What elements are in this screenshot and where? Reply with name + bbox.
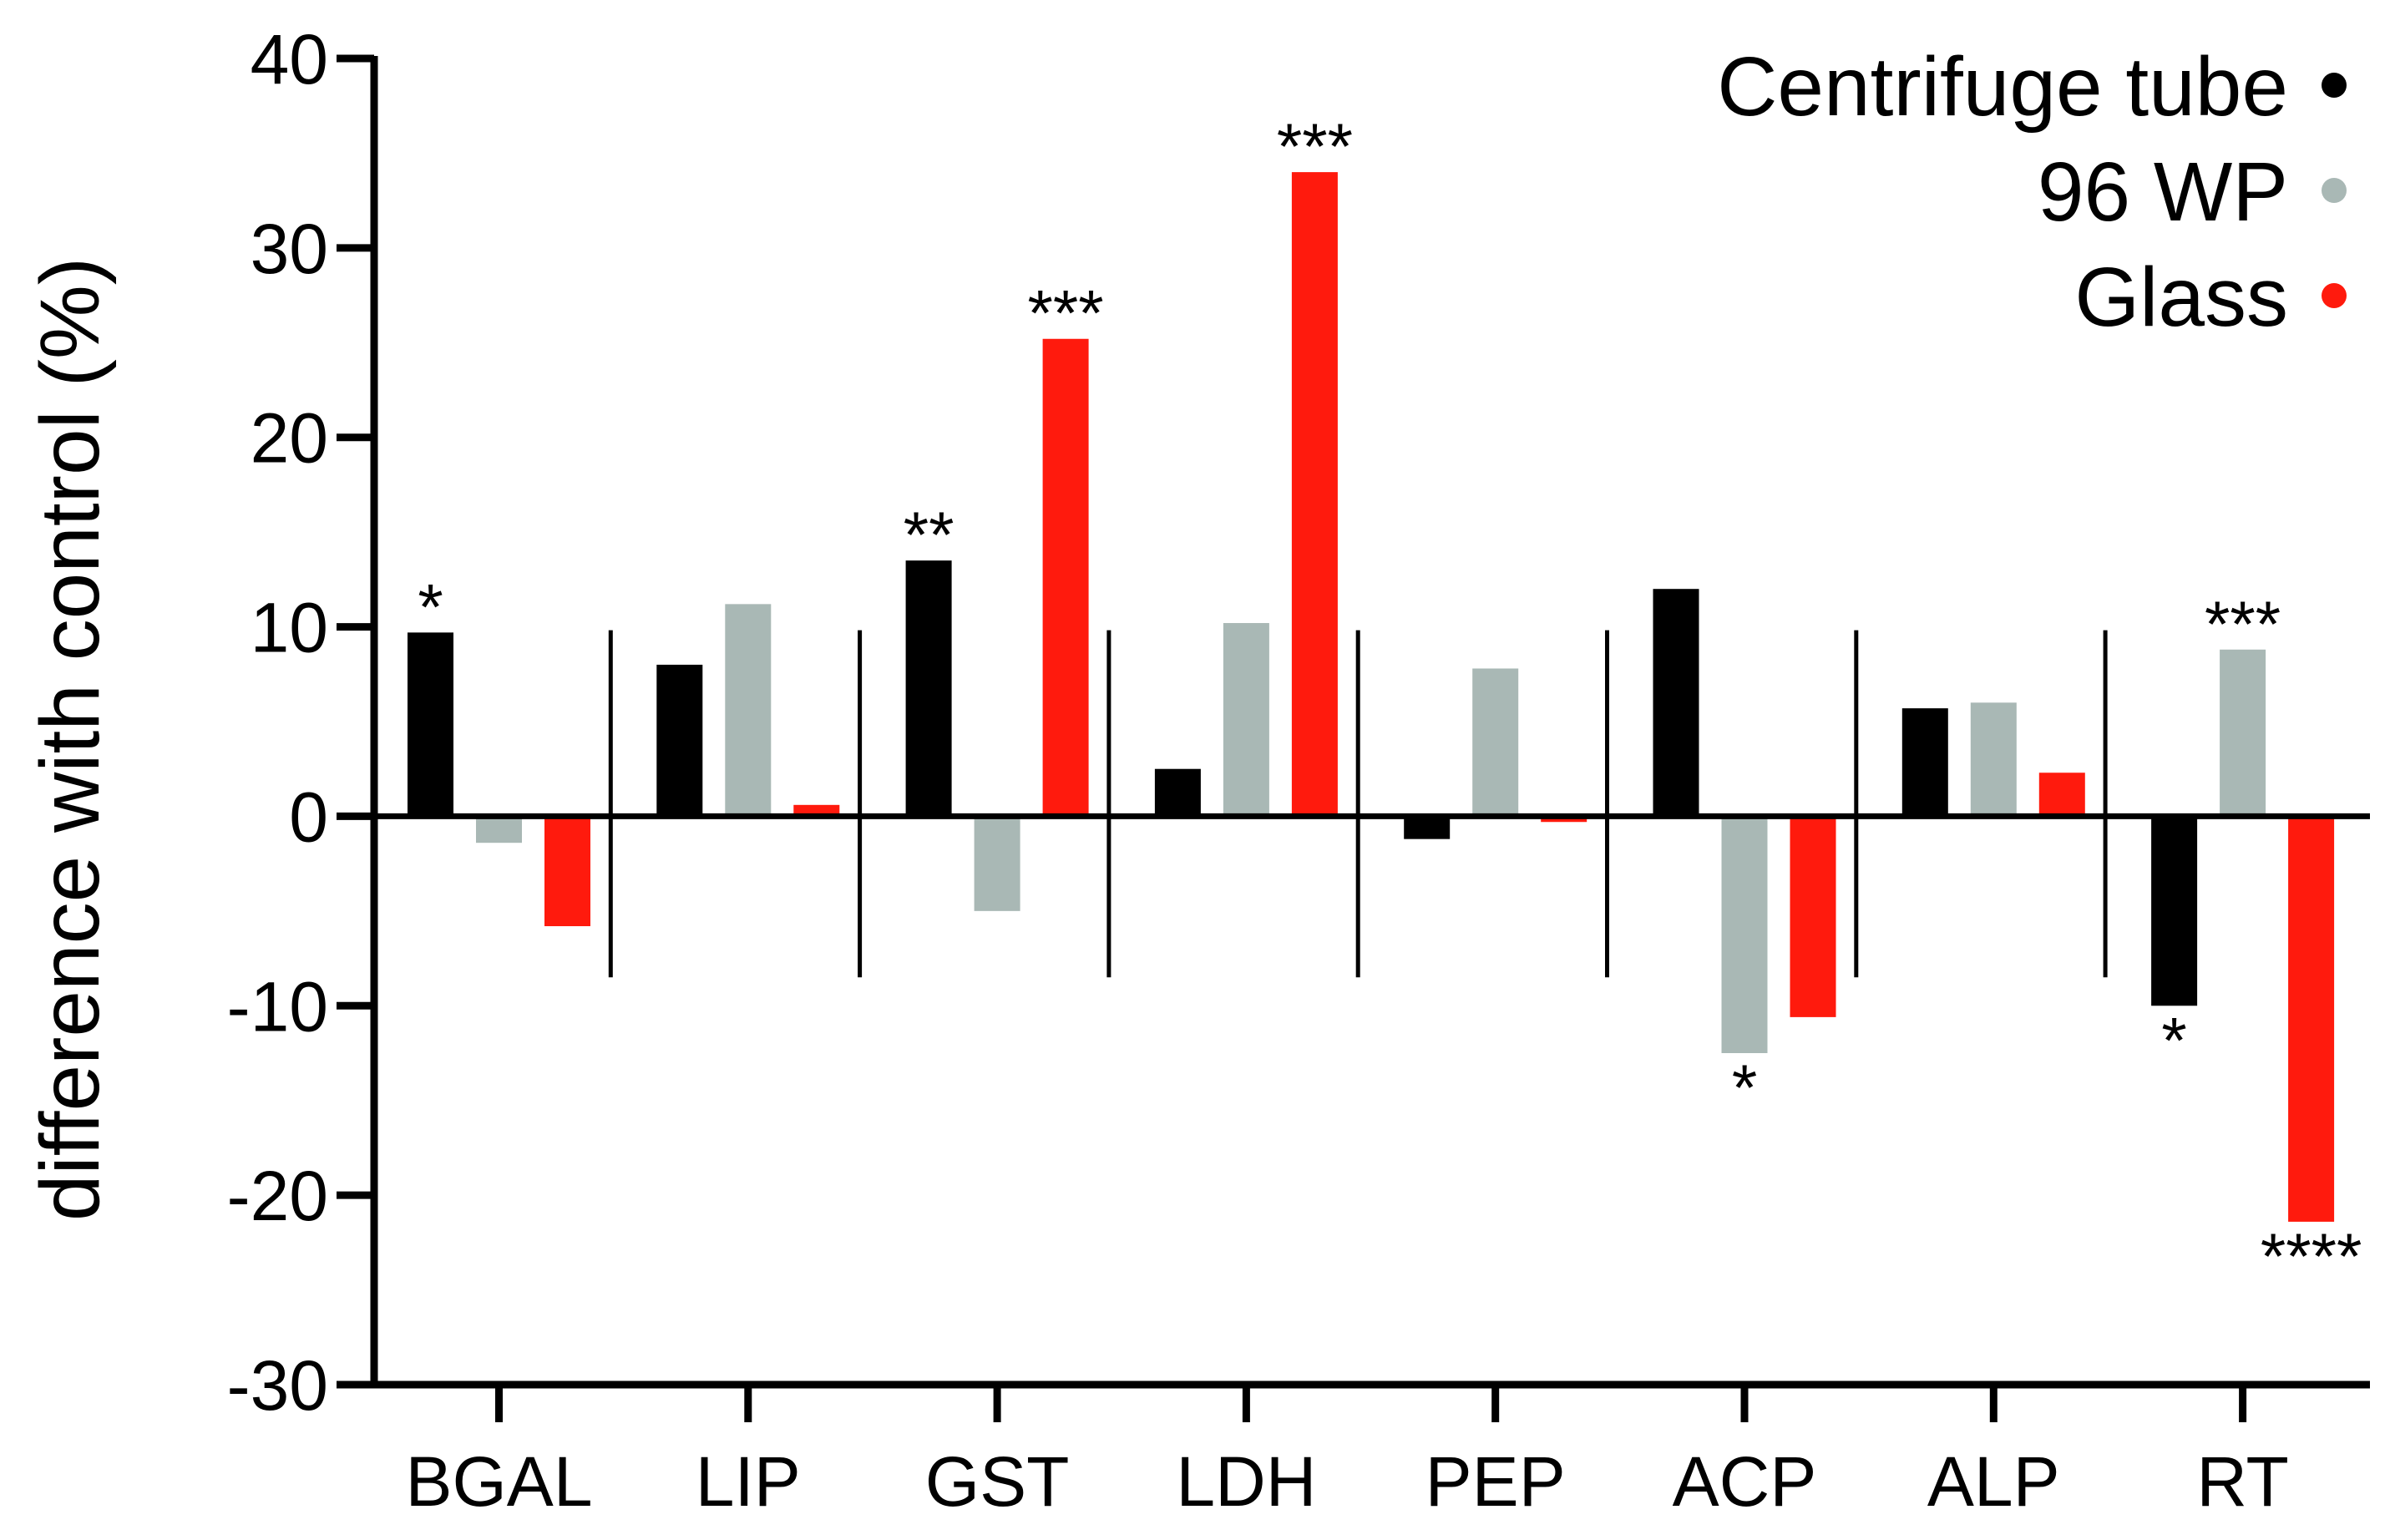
- bar-LIP-centrifuge-tube: [656, 664, 703, 817]
- legend-label: Centrifuge tube: [1717, 40, 2288, 134]
- bar-GST-glass: [1042, 338, 1089, 817]
- bar-ACP-96-wp: [1721, 816, 1768, 1053]
- significance-marker: *: [2161, 1003, 2186, 1076]
- y-tick-label: -10: [227, 967, 328, 1046]
- legend: Centrifuge tube 96 WP Glass: [1717, 40, 2347, 344]
- bar-ACP-glass: [1790, 816, 1836, 1017]
- x-tick-label: RT: [2196, 1442, 2288, 1521]
- x-tick-label: GST: [925, 1442, 1070, 1521]
- bar-GST-centrifuge-tube: [905, 560, 952, 817]
- y-axis-title: difference with control (%): [23, 257, 117, 1221]
- bar-ALP-centrifuge-tube: [1901, 708, 1948, 817]
- bar-LDH-96-wp: [1223, 623, 1269, 817]
- significance-marker: ***: [1028, 276, 1104, 350]
- bar-PEP-96-wp: [1472, 668, 1519, 817]
- bar-RT-centrifuge-tube: [2151, 816, 2198, 1006]
- significance-markers: ******************: [418, 109, 2362, 1293]
- bar-RT-96-wp: [2220, 649, 2266, 817]
- bar-BGAL-glass: [544, 816, 590, 927]
- y-tick-label: 10: [251, 589, 328, 667]
- group-dividers: [608, 630, 2108, 978]
- x-tick-label: LDH: [1176, 1442, 1316, 1521]
- x-tick-label: ALP: [1927, 1442, 2060, 1521]
- significance-marker: ***: [2205, 587, 2281, 661]
- bar-PEP-centrifuge-tube: [1404, 816, 1451, 839]
- bar-BGAL-96-wp: [476, 816, 522, 843]
- bar-ACP-centrifuge-tube: [1653, 589, 1699, 817]
- y-tick-label: 30: [251, 210, 328, 288]
- legend-marker: [2322, 283, 2347, 308]
- bar-LDH-glass: [1291, 172, 1338, 817]
- y-ticks: 40 30 20 10 0 -10 -20 -30: [227, 20, 374, 1425]
- significance-marker: *: [1732, 1051, 1757, 1124]
- y-tick-label: 40: [251, 20, 328, 99]
- y-tick-label: -30: [227, 1346, 328, 1425]
- significance-marker: **: [904, 498, 954, 571]
- bar-BGAL-centrifuge-tube: [408, 632, 453, 817]
- significance-marker: ***: [1277, 109, 1353, 183]
- legend-marker: [2322, 178, 2347, 203]
- x-tick-label: LIP: [696, 1442, 801, 1521]
- bar-ALP-96-wp: [1970, 702, 2017, 817]
- x-ticks: BGAL LIP GST LDH PEP ACP ALP RT: [405, 1385, 2289, 1521]
- y-tick-label: 0: [289, 778, 328, 856]
- bar-ALP-glass: [2038, 773, 2085, 817]
- bar-LIP-96-wp: [725, 604, 772, 817]
- significance-marker: *: [418, 570, 443, 643]
- bar-RT-glass: [2288, 816, 2335, 1222]
- x-tick-label: BGAL: [405, 1442, 592, 1521]
- x-tick-label: ACP: [1673, 1442, 1817, 1521]
- x-tick-label: PEP: [1425, 1442, 1566, 1521]
- y-tick-label: -20: [227, 1157, 328, 1235]
- bar-LDH-centrifuge-tube: [1154, 768, 1201, 817]
- legend-label: 96 WP: [2038, 145, 2288, 239]
- bars: [408, 172, 2335, 1222]
- y-tick-label: 20: [251, 399, 328, 478]
- axes: [370, 56, 2370, 1389]
- legend-label: Glass: [2074, 251, 2288, 344]
- significance-marker: ****: [2261, 1219, 2362, 1293]
- bar-GST-96-wp: [974, 816, 1020, 911]
- legend-marker: [2322, 73, 2347, 98]
